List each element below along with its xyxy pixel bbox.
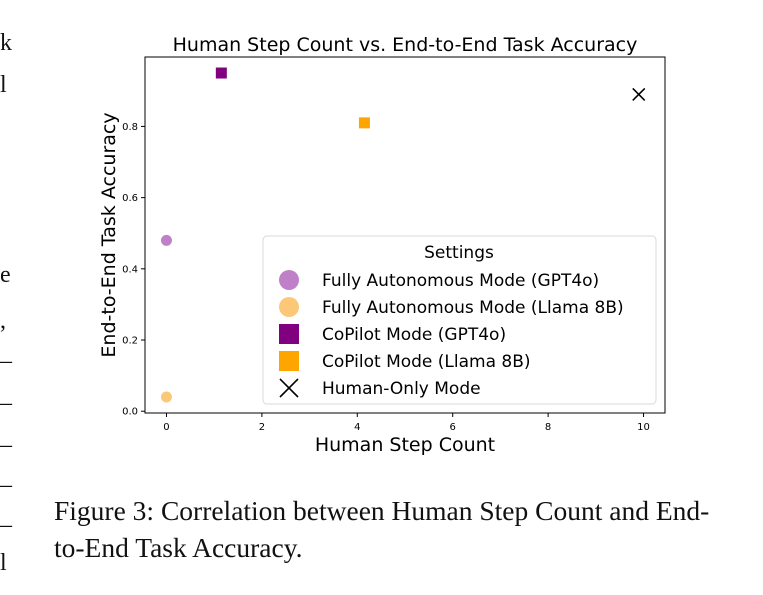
x-tick-label: 10 bbox=[637, 422, 650, 433]
edge-text-fragment: k bbox=[0, 30, 12, 56]
chart-title: Human Step Count vs. End-to-End Task Acc… bbox=[173, 34, 638, 56]
legend-label: Human-Only Mode bbox=[322, 379, 481, 399]
data-points bbox=[160, 67, 646, 403]
scatter-chart: Human Step Count vs. End-to-End Task Acc… bbox=[98, 34, 666, 456]
edge-text-fragment: – bbox=[0, 512, 12, 538]
figure-caption: Figure 3: Correlation between Human Step… bbox=[54, 495, 710, 563]
edge-text-fragment: l bbox=[0, 550, 7, 576]
data-point bbox=[160, 391, 172, 403]
x-tick-label: 4 bbox=[354, 422, 360, 433]
edge-text-fragment: – bbox=[0, 472, 12, 498]
x-tick-label: 6 bbox=[450, 422, 456, 433]
legend-marker bbox=[279, 324, 299, 344]
y-tick-label: 0.2 bbox=[122, 336, 138, 347]
legend: Settings Fully Autonomous Mode (GPT4o)Fu… bbox=[262, 235, 657, 405]
legend-marker bbox=[279, 270, 299, 290]
edge-text-fragment: – bbox=[0, 348, 12, 374]
x-axis-label: Human Step Count bbox=[315, 434, 495, 456]
x-axis-ticks: 0 2 4 6 8 10 bbox=[163, 413, 650, 433]
legend-marker bbox=[279, 351, 299, 371]
y-tick-label: 0.0 bbox=[122, 407, 138, 418]
legend-marker bbox=[279, 378, 299, 398]
y-tick-label: 0.4 bbox=[122, 264, 138, 275]
edge-text-fragment: e bbox=[0, 262, 11, 288]
legend-marker bbox=[279, 297, 299, 317]
plot-area-frame bbox=[144, 56, 666, 414]
legend-label: Fully Autonomous Mode (Llama 8B) bbox=[322, 298, 624, 318]
edge-text-fragment: – bbox=[0, 432, 12, 458]
legend-label: CoPilot Mode (Llama 8B) bbox=[322, 352, 531, 372]
edge-text-fragment: – bbox=[0, 390, 12, 416]
data-point bbox=[160, 234, 172, 246]
x-tick-label: 2 bbox=[259, 422, 265, 433]
legend-title: Settings bbox=[424, 243, 494, 263]
data-point bbox=[215, 67, 227, 79]
y-axis-ticks: 0.0 0.2 0.4 0.6 0.8 bbox=[122, 122, 145, 418]
y-tick-label: 0.8 bbox=[122, 122, 138, 133]
x-tick-label: 8 bbox=[545, 422, 551, 433]
y-tick-label: 0.6 bbox=[122, 193, 138, 204]
edge-text-fragment: l bbox=[0, 72, 7, 98]
legend-label: Fully Autonomous Mode (GPT4o) bbox=[322, 271, 599, 291]
x-tick-label: 0 bbox=[163, 422, 169, 433]
legend-box bbox=[262, 235, 657, 405]
legend-label: CoPilot Mode (GPT4o) bbox=[322, 325, 506, 345]
data-point bbox=[632, 87, 646, 101]
y-axis-label: End-to-End Task Accuracy bbox=[98, 112, 120, 357]
legend-items: Fully Autonomous Mode (GPT4o) Fully Auton… bbox=[279, 270, 624, 399]
edge-text-fragment: , bbox=[0, 308, 6, 334]
data-point bbox=[358, 117, 370, 129]
